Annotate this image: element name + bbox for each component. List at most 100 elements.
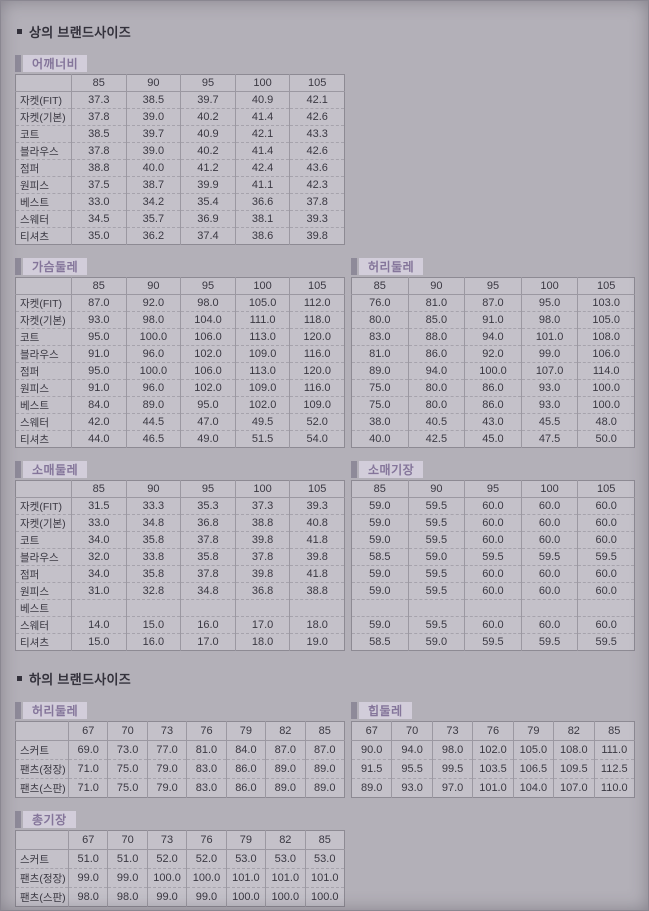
table-waist-bottoms: 67 70 73 76 79 82 85 스커트 69.0 73.0 77.0 81.0 84.0 87.… xyxy=(15,721,345,798)
value-cell: 101.0 xyxy=(304,868,345,888)
value-cell: 39.7 xyxy=(125,125,181,143)
value-cell: 79.0 xyxy=(146,778,187,798)
table-row: 자켓(기본) 93.0 98.0 104.0 111.0 118.0 xyxy=(15,311,345,329)
row-label-cell: 팬츠(정장) xyxy=(15,868,69,888)
row-label-cell: 자켓(기본) xyxy=(15,311,72,329)
value-cell: 52.0 xyxy=(289,413,345,431)
value-cell: 17.0 xyxy=(180,633,236,651)
value-cell: 112.0 xyxy=(289,294,345,312)
value-cell: 75.0 xyxy=(351,379,409,397)
value-cell: 60.0 xyxy=(464,616,522,634)
size-header-cell: 76 xyxy=(186,721,227,741)
value-cell: 38.1 xyxy=(234,210,290,228)
value-cell: 92.0 xyxy=(464,345,522,363)
label-bar xyxy=(15,702,21,719)
value-cell: 34.5 xyxy=(71,210,127,228)
table-row: 75.0 80.0 86.0 93.0 100.0 xyxy=(351,379,635,397)
value-cell: 104.0 xyxy=(180,311,236,329)
value-cell: 50.0 xyxy=(577,430,635,448)
table-row: 59.0 59.5 60.0 60.0 60.0 xyxy=(351,531,635,549)
size-header-cell: 70 xyxy=(391,721,433,741)
size-header-cell: 85 xyxy=(351,277,409,295)
value-cell: 109.0 xyxy=(289,396,345,414)
size-header-cell: 73 xyxy=(146,830,187,850)
row-label-cell: 팬츠(스판) xyxy=(15,778,69,798)
shoulder-width-chip: 어깨너비 xyxy=(15,55,345,72)
value-cell xyxy=(180,599,236,617)
table-row: 점퍼 38.8 40.0 41.2 42.4 43.6 xyxy=(15,159,345,177)
value-cell: 108.0 xyxy=(577,328,635,346)
value-cell: 18.0 xyxy=(234,633,290,651)
value-cell: 100.0 xyxy=(265,887,306,907)
value-cell: 37.8 xyxy=(71,142,127,160)
size-header-cell: 105 xyxy=(577,277,635,295)
sleeve-length-chip: 소매기장 xyxy=(351,461,635,478)
value-cell: 35.4 xyxy=(180,193,236,211)
value-cell: 39.8 xyxy=(289,227,345,245)
size-header-cell: 85 xyxy=(304,721,345,741)
table-row: 코트 34.0 35.8 37.8 39.8 41.8 xyxy=(15,531,345,549)
value-cell: 31.0 xyxy=(71,582,127,600)
value-cell xyxy=(71,599,127,617)
value-cell: 16.0 xyxy=(125,633,181,651)
value-cell xyxy=(351,599,409,617)
bottoms-section-title-text: 하의 브랜드사이즈 xyxy=(29,672,131,687)
value-cell: 42.4 xyxy=(234,159,290,177)
group-sleeve-length: 소매기장 85 90 95 100 105 59.0 59.5 60.0 60.0 60.0 59.… xyxy=(351,461,635,651)
value-cell: 81.0 xyxy=(186,740,227,760)
value-cell: 18.0 xyxy=(289,616,345,634)
row-label-cell: 티셔츠 xyxy=(15,227,72,245)
table-row: 89.0 94.0 100.0 107.0 114.0 xyxy=(351,362,635,380)
table-row: 59.0 59.5 60.0 60.0 60.0 xyxy=(351,565,635,583)
label-bar xyxy=(15,461,21,478)
value-cell: 40.8 xyxy=(289,514,345,532)
value-cell: 39.8 xyxy=(234,531,290,549)
value-cell: 41.8 xyxy=(289,565,345,583)
size-header-cell: 79 xyxy=(512,721,554,741)
row-label-cell: 점퍼 xyxy=(15,565,72,583)
value-cell: 97.0 xyxy=(431,778,473,798)
size-header-cell: 95 xyxy=(180,277,236,295)
row-label-cell: 스커트 xyxy=(15,740,69,760)
table-waist-tops: 85 90 95 100 105 76.0 81.0 87.0 95.0 103.0 80.0 85.… xyxy=(351,277,635,448)
value-cell: 112.5 xyxy=(593,759,635,779)
group-hip: 힙둘레 67 70 73 76 79 82 85 90.0 94.0 98.0 102.0 105.0… xyxy=(351,702,635,798)
value-cell: 59.5 xyxy=(464,633,522,651)
value-cell: 38.5 xyxy=(71,125,127,143)
value-cell: 101.0 xyxy=(225,868,266,888)
value-cell: 69.0 xyxy=(67,740,108,760)
bullet-icon xyxy=(17,29,22,34)
value-cell: 60.0 xyxy=(577,531,635,549)
table-row: 83.0 88.0 94.0 101.0 108.0 xyxy=(351,328,635,346)
value-cell: 87.0 xyxy=(464,294,522,312)
value-cell: 60.0 xyxy=(464,531,522,549)
row-label-cell: 원피스 xyxy=(15,379,72,397)
value-cell: 60.0 xyxy=(464,565,522,583)
corner-cell xyxy=(15,74,72,92)
table-row: 38.0 40.5 43.0 45.5 48.0 xyxy=(351,413,635,431)
value-cell: 44.5 xyxy=(125,413,181,431)
value-cell: 59.0 xyxy=(351,582,409,600)
row-label-cell: 블라우스 xyxy=(15,142,72,160)
value-cell: 42.6 xyxy=(289,108,345,126)
value-cell: 40.2 xyxy=(180,142,236,160)
value-cell: 35.7 xyxy=(125,210,181,228)
row-label-cell: 원피스 xyxy=(15,176,72,194)
value-cell: 39.8 xyxy=(289,548,345,566)
corner-cell xyxy=(15,277,72,295)
value-cell: 100.0 xyxy=(577,379,635,397)
value-cell: 98.0 xyxy=(180,294,236,312)
table-row: 58.5 59.0 59.5 59.5 59.5 xyxy=(351,548,635,566)
value-cell: 60.0 xyxy=(577,565,635,583)
value-cell: 118.0 xyxy=(289,311,345,329)
table-row: 블라우스 37.8 39.0 40.2 41.4 42.6 xyxy=(15,142,345,160)
value-cell: 59.0 xyxy=(351,565,409,583)
table-row: 베스트 84.0 89.0 95.0 102.0 109.0 xyxy=(15,396,345,414)
value-cell: 100.0 xyxy=(304,887,345,907)
value-cell: 59.0 xyxy=(407,548,465,566)
value-cell: 94.0 xyxy=(391,740,433,760)
size-header-cell: 73 xyxy=(146,721,187,741)
value-cell: 34.8 xyxy=(125,514,181,532)
value-cell: 42.6 xyxy=(289,142,345,160)
value-cell: 98.0 xyxy=(67,887,108,907)
